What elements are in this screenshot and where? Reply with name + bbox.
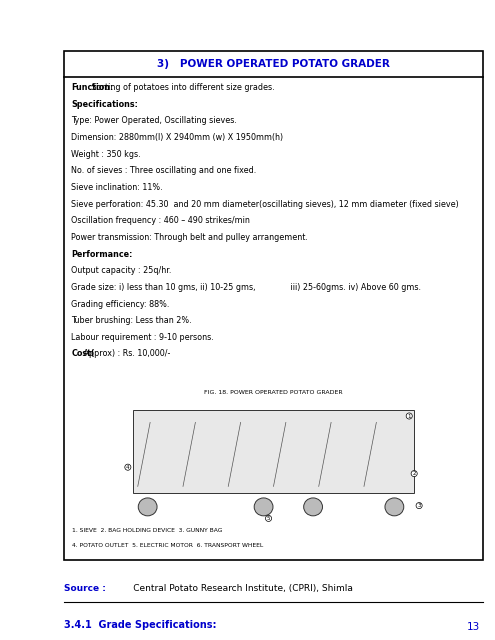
Text: Power transmission: Through belt and pulley arrangement.: Power transmission: Through belt and pul…: [71, 233, 308, 242]
Ellipse shape: [254, 498, 273, 516]
Text: 3: 3: [417, 503, 421, 508]
Text: 13: 13: [467, 622, 480, 632]
Text: Output capacity : 25q/hr.: Output capacity : 25q/hr.: [71, 266, 172, 275]
Text: 4. POTATO OUTLET  5. ELECTRIC MOTOR  6. TRANSPORT WHEEL: 4. POTATO OUTLET 5. ELECTRIC MOTOR 6. TR…: [72, 543, 263, 548]
Text: Function:: Function:: [71, 83, 113, 92]
Text: No. of sieves : Three oscillating and one fixed.: No. of sieves : Three oscillating and on…: [71, 166, 256, 175]
Text: Central Potato Research Institute, (CPRI), Shimla: Central Potato Research Institute, (CPRI…: [116, 584, 353, 593]
Text: Grading efficiency: 88%.: Grading efficiency: 88%.: [71, 300, 170, 308]
Text: 5: 5: [267, 516, 270, 521]
FancyBboxPatch shape: [64, 51, 483, 560]
Text: 3.4.1  Grade Specifications:: 3.4.1 Grade Specifications:: [64, 620, 217, 630]
Text: Specifications:: Specifications:: [71, 100, 138, 109]
Text: Type: Power Operated, Oscillating sieves.: Type: Power Operated, Oscillating sieves…: [71, 116, 237, 125]
Text: Labour requirement : 9-10 persons.: Labour requirement : 9-10 persons.: [71, 333, 214, 342]
Ellipse shape: [304, 498, 322, 516]
Text: Source :: Source :: [64, 584, 106, 593]
Text: FIG. 18. POWER OPERATED POTATO GRADER: FIG. 18. POWER OPERATED POTATO GRADER: [204, 390, 343, 396]
Text: Dimension: 2880mm(l) X 2940mm (w) X 1950mm(h): Dimension: 2880mm(l) X 2940mm (w) X 1950…: [71, 133, 284, 142]
Text: Oscillation frequency : 460 – 490 strikes/min: Oscillation frequency : 460 – 490 strike…: [71, 216, 250, 225]
Text: 1. SIEVE  2. BAG HOLDING DEVICE  3. GUNNY BAG: 1. SIEVE 2. BAG HOLDING DEVICE 3. GUNNY …: [72, 528, 222, 533]
Text: Approx) : Rs. 10,000/-: Approx) : Rs. 10,000/-: [81, 349, 170, 358]
Text: Tuber brushing: Less than 2%.: Tuber brushing: Less than 2%.: [71, 316, 192, 325]
Bar: [133, 410, 414, 493]
Text: 4: 4: [126, 465, 130, 470]
Text: Performance:: Performance:: [71, 250, 133, 259]
Text: 3)   POWER OPERATED POTATO GRADER: 3) POWER OPERATED POTATO GRADER: [157, 59, 390, 69]
Text: Grade size: i) less than 10 gms, ii) 10-25 gms,              iii) 25-60gms. iv) : Grade size: i) less than 10 gms, ii) 10-…: [71, 283, 421, 292]
Text: Sieve inclination: 11%.: Sieve inclination: 11%.: [71, 183, 163, 192]
Ellipse shape: [385, 498, 404, 516]
Text: Sieve perforation: 45.30  and 20 mm diameter(oscillating sieves), 12 mm diameter: Sieve perforation: 45.30 and 20 mm diame…: [71, 200, 459, 209]
Text: Cost(: Cost(: [71, 349, 95, 358]
Text: Sorting of potatoes into different size grades.: Sorting of potatoes into different size …: [89, 83, 274, 92]
Text: Weight : 350 kgs.: Weight : 350 kgs.: [71, 150, 141, 159]
Ellipse shape: [138, 498, 157, 516]
Text: 2: 2: [412, 471, 416, 476]
Text: 1: 1: [407, 413, 411, 419]
